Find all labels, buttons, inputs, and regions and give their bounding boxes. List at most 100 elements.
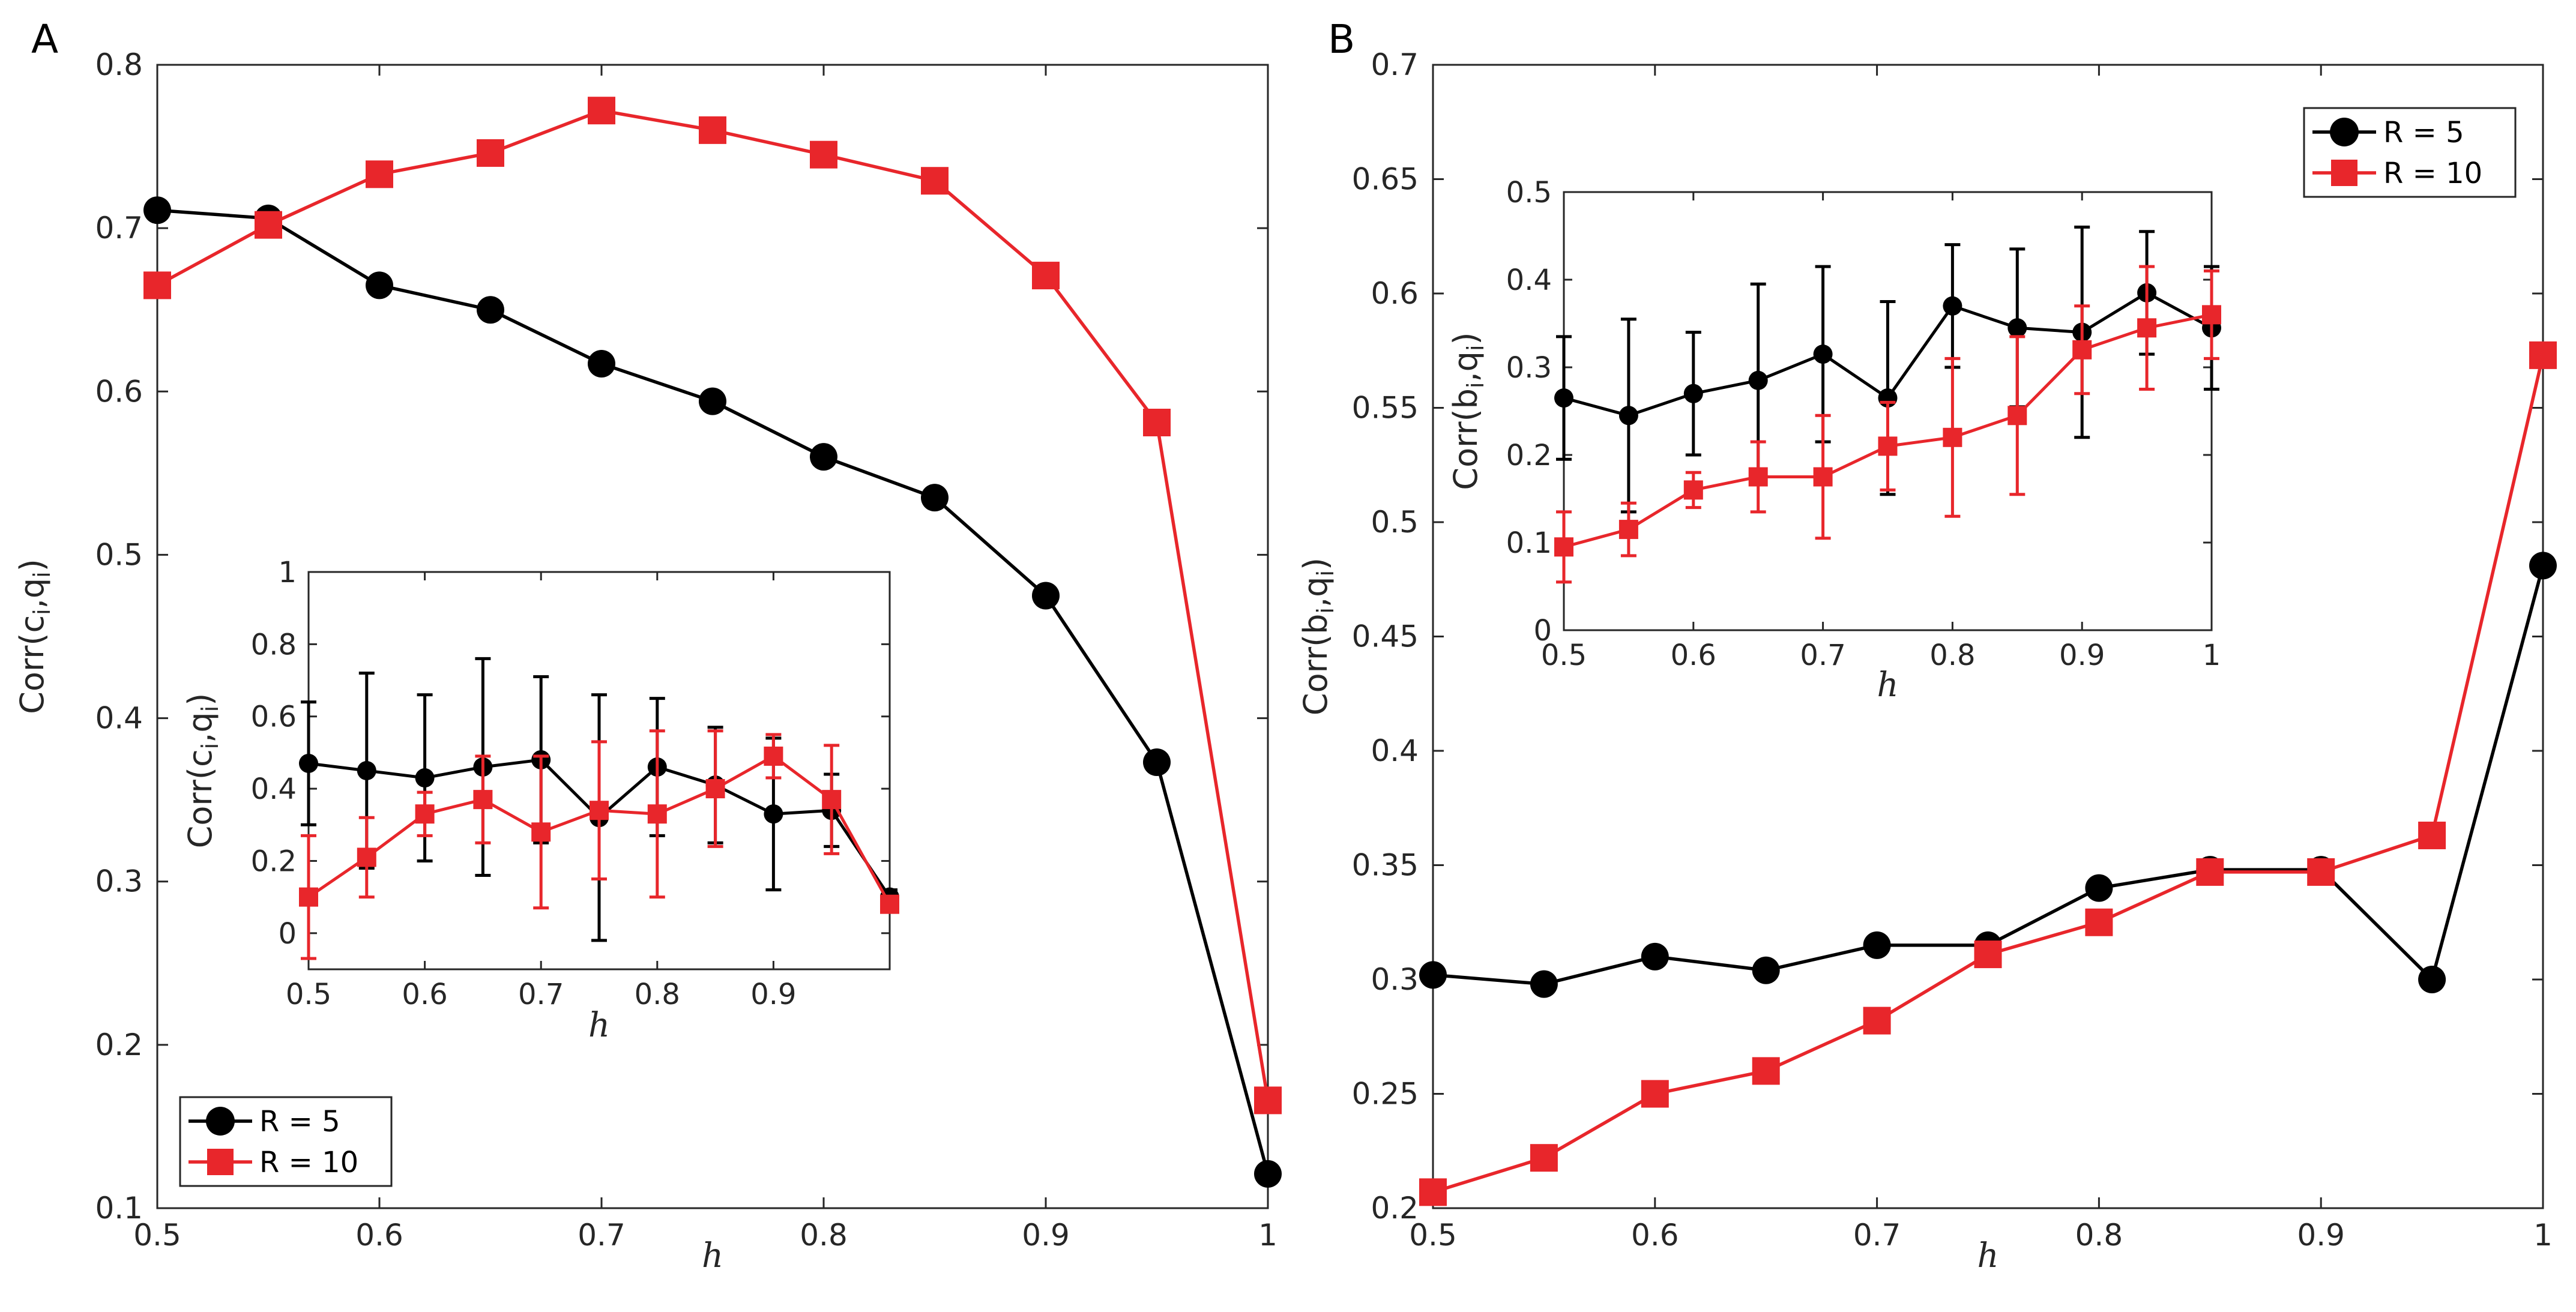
label-part: ,q (181, 712, 219, 742)
data-point (415, 768, 435, 788)
data-point (764, 746, 783, 766)
label-part: ) (1297, 558, 1335, 570)
x-tick-label: 0.9 (1022, 1218, 1070, 1253)
y-tick-label: 0.25 (1352, 1077, 1419, 1112)
data-point (1618, 406, 1638, 426)
data-point (366, 271, 393, 299)
data-point (647, 804, 667, 824)
x-tick-label: 0.7 (518, 978, 564, 1011)
data-point (921, 484, 949, 512)
x-tick-label: 0.8 (1929, 639, 1975, 672)
legend-marker (2330, 118, 2359, 146)
data-point (1143, 748, 1171, 777)
x-tick-label: 0.6 (355, 1218, 403, 1253)
x-tick-label: 0.9 (2297, 1218, 2345, 1253)
subscript: i (1312, 607, 1339, 614)
data-point (588, 97, 615, 125)
series-r10 (1419, 341, 2557, 1206)
subscript: i (1462, 382, 1489, 388)
x-axis-label: h (1977, 1236, 1998, 1275)
data-point (1641, 1080, 1669, 1108)
label-part: ) (13, 559, 51, 571)
series-r10 (299, 729, 899, 960)
data-point (810, 140, 837, 169)
data-point (2085, 874, 2113, 902)
label-part: Corr(c (181, 749, 219, 848)
data-point (1683, 480, 1703, 500)
data-point (1641, 942, 1669, 970)
x-tick-label: 1 (2203, 639, 2221, 672)
legend: R = 5 R = 10 (179, 1096, 393, 1187)
data-point (764, 804, 783, 824)
data-point (473, 790, 493, 810)
data-point (2085, 908, 2113, 936)
subscript: i (29, 571, 55, 578)
x-tick-label: 0.8 (2075, 1218, 2123, 1253)
data-point (255, 211, 282, 239)
data-point (477, 296, 504, 324)
y-tick-label: 0.3 (1371, 962, 1419, 997)
label-part: Corr(b (1447, 388, 1485, 490)
y-tick-label: 0.8 (95, 47, 143, 82)
data-point (1254, 1086, 1282, 1115)
x-tick-label: 0.8 (800, 1218, 848, 1253)
data-point (1530, 970, 1558, 998)
data-point (1419, 1178, 1447, 1206)
data-point (2202, 305, 2221, 325)
label-part: ) (181, 693, 219, 706)
data-point (357, 761, 376, 780)
y-tick-label: 0.4 (95, 701, 143, 736)
y-axis-label: Corr(ci,qi) (13, 559, 55, 714)
data-point (1032, 262, 1060, 290)
label-part: ) (1447, 332, 1485, 345)
subscript: i (197, 743, 223, 750)
legend-marker (2331, 160, 2357, 186)
x-tick-label: 0.8 (635, 978, 680, 1011)
y-tick-label: 0.2 (251, 844, 297, 878)
data-point (1748, 370, 1768, 390)
y-tick-label: 0.3 (95, 864, 143, 899)
y-tick-label: 1 (278, 556, 297, 589)
x-tick-label: 1 (2533, 1218, 2553, 1253)
data-point (2137, 318, 2157, 338)
x-tick-label: 0.6 (1671, 639, 1716, 672)
data-point (357, 847, 376, 867)
data-point (2418, 966, 2446, 993)
data-point (477, 139, 504, 167)
x-tick-label: 0.5 (1409, 1218, 1457, 1253)
data-point (588, 350, 615, 378)
data-point (1863, 1007, 1891, 1035)
legend-entry: R = 10 (2383, 157, 2482, 190)
y-tick-label: 0.5 (1506, 176, 1552, 209)
legend-entry: R = 5 (259, 1105, 340, 1139)
label-part: Corr(c (13, 615, 51, 714)
y-tick-label: 0 (278, 917, 297, 951)
panel-label: B (1328, 16, 1355, 62)
data-point (299, 887, 318, 907)
data-point (590, 801, 609, 820)
y-tick-label: 0.7 (95, 211, 143, 245)
data-point (1554, 537, 1573, 557)
y-tick-label: 0.1 (1506, 526, 1552, 560)
data-point (2529, 341, 2557, 369)
y-tick-label: 0.45 (1352, 619, 1419, 654)
data-point (1752, 1057, 1780, 1085)
subscript: i (1312, 570, 1339, 577)
x-tick-label: 0.6 (1631, 1218, 1679, 1253)
legend-marker (206, 1107, 235, 1136)
subscript: i (197, 706, 223, 712)
data-point (2196, 858, 2224, 886)
series-r10 (143, 97, 1282, 1115)
data-point (1554, 388, 1573, 408)
x-axis-label: h (1877, 666, 1898, 705)
subscript: i (29, 609, 55, 615)
y-tick-label: 0.2 (95, 1028, 143, 1062)
y-tick-label: 0.55 (1352, 391, 1419, 426)
y-axis-label: Corr(ci,qi) (181, 693, 223, 849)
data-point (366, 160, 393, 188)
legend-marker (207, 1149, 234, 1175)
data-point (2529, 552, 2557, 580)
data-point (1943, 296, 1962, 316)
data-point (2007, 318, 2027, 338)
